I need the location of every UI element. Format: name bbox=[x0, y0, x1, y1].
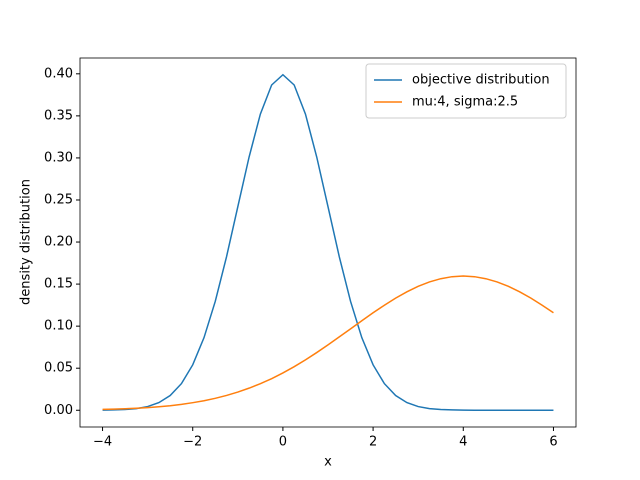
legend-label: mu:4, sigma:2.5 bbox=[412, 95, 518, 110]
x-tick-label: −4 bbox=[93, 435, 112, 450]
y-tick-label: 0.35 bbox=[44, 108, 73, 123]
y-tick-label: 0.05 bbox=[44, 361, 73, 376]
x-tick-label: 6 bbox=[549, 435, 557, 450]
line-series bbox=[102, 73, 554, 412]
x-axis-label: x bbox=[324, 455, 332, 470]
x-tick-label: 2 bbox=[369, 435, 377, 450]
y-tick-label: 0.30 bbox=[44, 150, 73, 165]
legend-box bbox=[365, 63, 567, 119]
legend-label: objective distribution bbox=[412, 73, 550, 88]
y-tick-label: 0.20 bbox=[44, 235, 73, 250]
line-series bbox=[102, 275, 554, 411]
y-tick-label: 0.10 bbox=[44, 319, 73, 334]
y-tick-label: 0.15 bbox=[44, 277, 73, 292]
axes-frame bbox=[79, 57, 577, 428]
x-tick-label: −2 bbox=[183, 435, 202, 450]
y-tick-label: 0.00 bbox=[44, 403, 73, 418]
x-tick-label: 0 bbox=[279, 435, 287, 450]
y-axis-label: density distribution bbox=[19, 179, 34, 305]
x-tick-label: 4 bbox=[459, 435, 467, 450]
y-tick-label: 0.40 bbox=[44, 66, 73, 81]
y-tick-label: 0.25 bbox=[44, 192, 73, 207]
